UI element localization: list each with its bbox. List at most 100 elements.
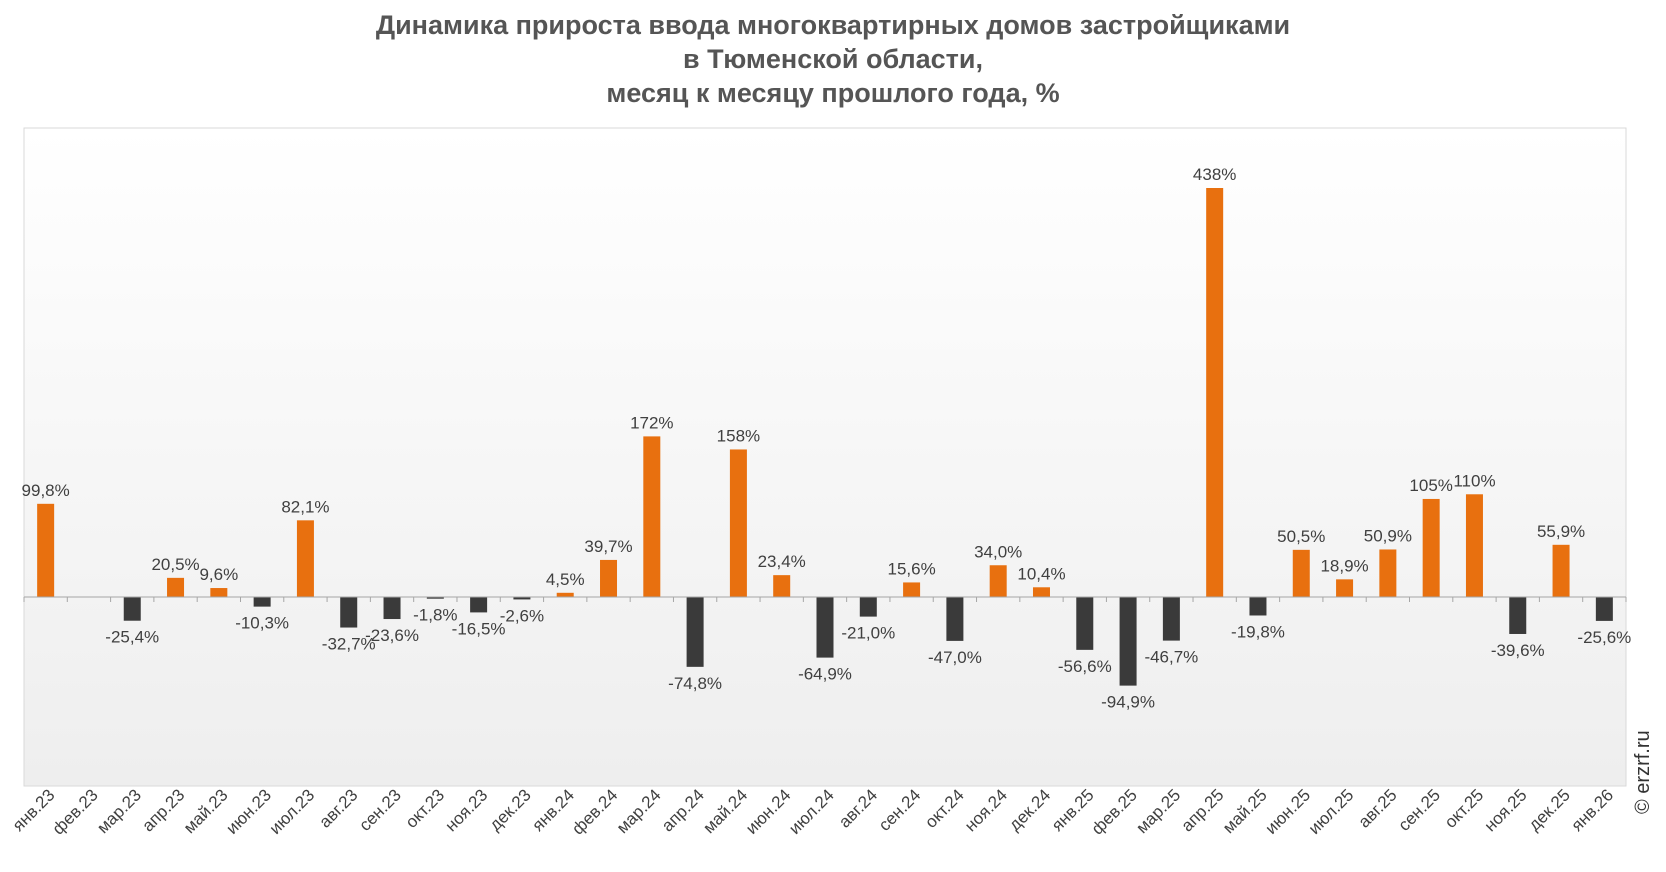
category-label: фев.24 [568,785,621,838]
category-label: мар.23 [93,785,145,837]
data-label: 158% [717,426,760,445]
bar-сен.25 [1422,498,1440,597]
category-label: окт.24 [921,785,967,831]
data-label: 20,5% [151,555,199,574]
category-label: янв.26 [1567,785,1617,835]
bar-авг.23 [340,597,358,628]
category-label: ноя.24 [961,785,1011,835]
bar-июл.24 [816,597,834,658]
data-label: -23,6% [365,626,419,645]
data-label: -19,8% [1231,622,1285,641]
category-label: июл.23 [266,785,319,838]
bar-мар.24 [643,436,661,597]
category-labels-group: янв.23фев.23мар.23апр.23май.23июн.23июл.… [9,785,1617,838]
data-label: 172% [630,413,673,432]
bars-group [37,188,1613,686]
watermark: © erzrf.ru [1628,636,1658,816]
category-label: авг.24 [835,785,881,831]
bar-янв.26 [1595,597,1613,621]
data-label: 23,4% [758,552,806,571]
data-label: -2,6% [500,606,544,625]
data-label: 82,1% [281,497,329,516]
data-label: 18,9% [1320,556,1368,575]
plot-area [23,127,1627,787]
bar-авг.24 [859,597,877,617]
category-label: сен.23 [355,785,404,834]
chart-title-line-2: в Тюменской области, [682,44,983,74]
bar-янв.24 [556,592,574,597]
data-label: -56,6% [1058,657,1112,676]
data-label: -47,0% [928,648,982,667]
data-label: 110% [1453,471,1495,490]
bar-май.25 [1249,597,1267,616]
bar-июн.24 [773,575,791,597]
bar-сен.23 [383,597,401,620]
data-label: -32,7% [322,635,376,654]
category-label: окт.25 [1441,785,1487,831]
bar-авг.25 [1379,549,1397,597]
category-label: июн.24 [742,785,795,838]
bar-янв.25 [1076,597,1094,650]
bar-дек.24 [1032,587,1050,597]
bar-ноя.25 [1509,597,1527,634]
data-label: 55,9% [1537,522,1585,541]
bar-фев.25 [1119,597,1137,686]
data-label: -94,9% [1101,693,1155,712]
data-label: 39,7% [584,537,632,556]
chart-title-line-3: месяц к месяцу прошлого года, % [606,78,1060,108]
category-label: май.23 [180,785,232,837]
bar-июл.23 [296,520,314,597]
bar-ноя.23 [470,597,488,613]
data-label: 15,6% [887,559,935,578]
category-label: авг.23 [315,785,361,831]
data-label: 9,6% [199,565,238,584]
bar-июн.23 [253,597,271,607]
data-label: 99,8% [22,481,70,500]
category-label: июн.25 [1262,785,1315,838]
category-label: апр.24 [658,785,708,835]
data-label: 4,5% [546,570,585,589]
category-label: фев.25 [1088,785,1141,838]
bar-мар.23 [123,597,141,621]
category-label: дек.25 [1525,785,1574,834]
bar-окт.23 [426,597,444,599]
bar-окт.25 [1465,494,1483,597]
category-label: апр.25 [1177,785,1227,835]
bar-апр.24 [686,597,704,667]
data-label: -39,6% [1491,641,1545,660]
data-label: -46,7% [1144,648,1198,667]
category-label: дек.23 [486,785,535,834]
category-label: ноя.25 [1481,785,1531,835]
bar-ноя.24 [989,565,1007,597]
category-label: ноя.23 [441,785,491,835]
bar-мар.25 [1162,597,1180,641]
x-ticks-group [23,597,1627,602]
watermark-text: © erzrf.ru [1632,730,1654,814]
data-label: 34,0% [974,542,1022,561]
category-label: окт.23 [402,785,448,831]
category-label: июл.25 [1305,785,1358,838]
data-label: 105% [1409,476,1452,495]
bar-фев.24 [600,559,618,597]
category-label: июн.23 [222,785,275,838]
bar-июл.25 [1336,579,1354,597]
data-labels-group: 99,8% -25,4% 20,5%9,6% -10,3% 82,1% -32,7%-23… [22,165,1632,712]
category-label: май.24 [699,785,751,837]
bar-дек.25 [1552,544,1570,597]
data-label: 438% [1193,165,1236,184]
bar-окт.24 [946,597,964,641]
category-label: авг.25 [1355,785,1401,831]
data-label: -16,5% [452,619,506,638]
bar-сен.24 [903,582,921,597]
bar-июн.25 [1292,549,1310,597]
bar-апр.25 [1206,188,1224,597]
bar-май.24 [729,449,747,597]
category-label: мар.25 [1132,785,1184,837]
bar-май.23 [210,588,228,597]
chart-title: Динамика прироста ввода многоквартирных … [0,8,1666,110]
category-label: апр.23 [138,785,188,835]
bar-янв.23 [37,503,55,597]
data-label: 10,4% [1017,564,1065,583]
data-label: -25,6% [1577,628,1631,647]
bar-апр.23 [167,577,185,597]
